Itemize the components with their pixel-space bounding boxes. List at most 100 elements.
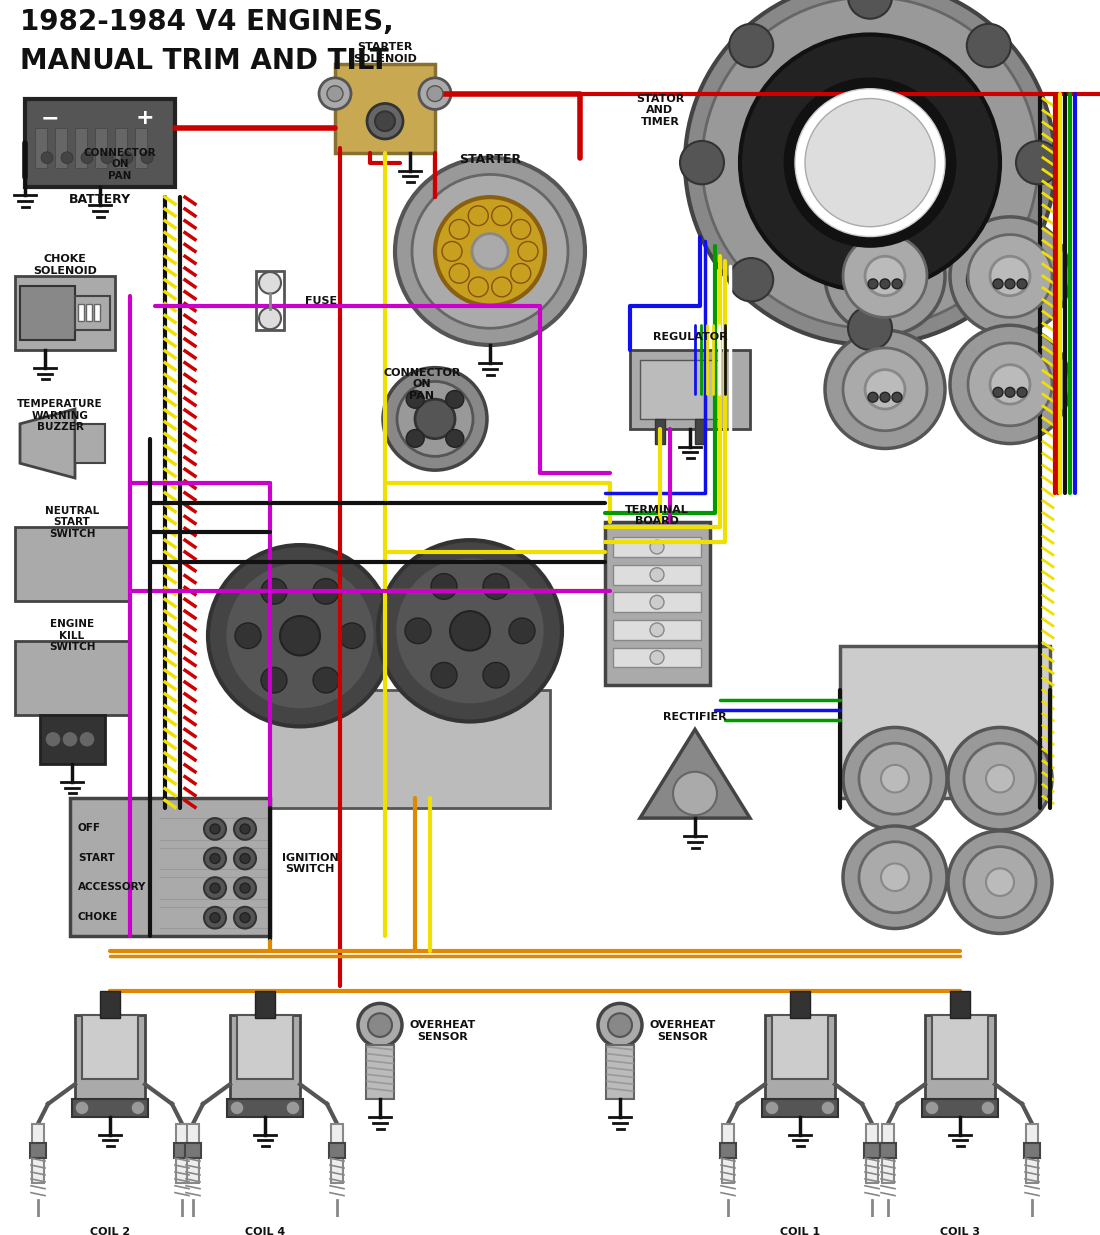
Bar (30, 1144, 46, 1158)
Circle shape (449, 263, 470, 283)
Bar (20, 285, 75, 340)
Circle shape (235, 622, 261, 648)
Bar (227, 1099, 302, 1116)
Circle shape (75, 1100, 89, 1115)
Circle shape (81, 152, 94, 163)
Text: CHOKE: CHOKE (78, 911, 119, 921)
Circle shape (431, 662, 456, 688)
Text: OFF: OFF (78, 823, 101, 832)
Circle shape (865, 369, 905, 409)
Bar (762, 1099, 838, 1116)
Circle shape (358, 1003, 402, 1047)
Circle shape (990, 364, 1030, 404)
Circle shape (395, 158, 585, 345)
Bar (764, 1015, 835, 1104)
Circle shape (805, 99, 935, 227)
Bar (880, 1144, 896, 1158)
Polygon shape (640, 730, 750, 818)
Circle shape (650, 651, 664, 664)
Circle shape (234, 818, 256, 840)
Bar (331, 1124, 343, 1183)
Text: CHOKE
SOLENOID: CHOKE SOLENOID (33, 254, 97, 275)
Circle shape (510, 263, 530, 283)
Circle shape (405, 618, 431, 643)
Circle shape (230, 1100, 244, 1115)
Bar (25, 99, 175, 188)
Bar (78, 304, 84, 321)
Circle shape (859, 842, 931, 913)
Circle shape (673, 772, 717, 815)
Text: START: START (78, 852, 114, 862)
Circle shape (406, 430, 425, 447)
Circle shape (825, 330, 945, 448)
Circle shape (327, 85, 343, 101)
Circle shape (446, 390, 464, 409)
Bar (35, 128, 47, 168)
Text: STARTER: STARTER (459, 153, 521, 165)
Circle shape (427, 85, 443, 101)
Text: COIL 1: COIL 1 (780, 1228, 821, 1235)
Circle shape (483, 573, 509, 599)
Circle shape (680, 141, 724, 184)
Circle shape (764, 1100, 779, 1115)
Circle shape (990, 257, 1030, 295)
Circle shape (925, 1100, 939, 1115)
Circle shape (442, 242, 462, 261)
Bar (75, 424, 104, 463)
Bar (864, 1144, 880, 1158)
Circle shape (412, 174, 568, 329)
Bar (720, 1144, 736, 1158)
Circle shape (1018, 388, 1027, 398)
Circle shape (968, 235, 1052, 317)
Bar (613, 647, 701, 667)
Circle shape (892, 279, 902, 289)
Circle shape (848, 306, 892, 350)
Circle shape (240, 853, 250, 863)
Circle shape (101, 152, 113, 163)
Bar (86, 304, 92, 321)
Bar (1024, 1144, 1040, 1158)
Text: CONNECTOR
ON
PAN: CONNECTOR ON PAN (84, 148, 156, 182)
Circle shape (339, 622, 365, 648)
Circle shape (608, 1013, 632, 1037)
Bar (866, 1124, 878, 1183)
Circle shape (968, 343, 1052, 426)
Circle shape (843, 348, 927, 431)
Bar (75, 128, 87, 168)
Circle shape (258, 308, 280, 330)
Text: STARTER
SOLENOID: STARTER SOLENOID (353, 42, 417, 64)
Circle shape (60, 152, 73, 163)
Circle shape (415, 399, 455, 438)
Circle shape (395, 557, 544, 705)
Bar (236, 1015, 293, 1079)
Circle shape (993, 279, 1003, 289)
Bar (94, 304, 100, 321)
Circle shape (469, 206, 488, 226)
Circle shape (280, 616, 320, 656)
Bar (55, 128, 67, 168)
Circle shape (314, 667, 339, 693)
Circle shape (868, 393, 878, 403)
Bar (654, 419, 666, 443)
Circle shape (825, 217, 945, 335)
Bar (606, 1045, 634, 1099)
Circle shape (518, 242, 538, 261)
Bar (790, 990, 810, 1018)
Circle shape (240, 824, 250, 834)
Circle shape (234, 847, 256, 869)
Text: OVERHEAT
SENSOR: OVERHEAT SENSOR (410, 1020, 476, 1042)
Circle shape (492, 277, 512, 296)
Text: ACCESSORY: ACCESSORY (78, 882, 146, 892)
Bar (925, 1015, 996, 1104)
Circle shape (880, 279, 890, 289)
Circle shape (210, 913, 220, 923)
Circle shape (131, 1100, 145, 1115)
Circle shape (314, 578, 339, 604)
Bar (613, 564, 701, 584)
Bar (256, 270, 284, 330)
Circle shape (240, 883, 250, 893)
Circle shape (406, 390, 425, 409)
Circle shape (240, 913, 250, 923)
Circle shape (1016, 141, 1060, 184)
Circle shape (964, 743, 1036, 814)
